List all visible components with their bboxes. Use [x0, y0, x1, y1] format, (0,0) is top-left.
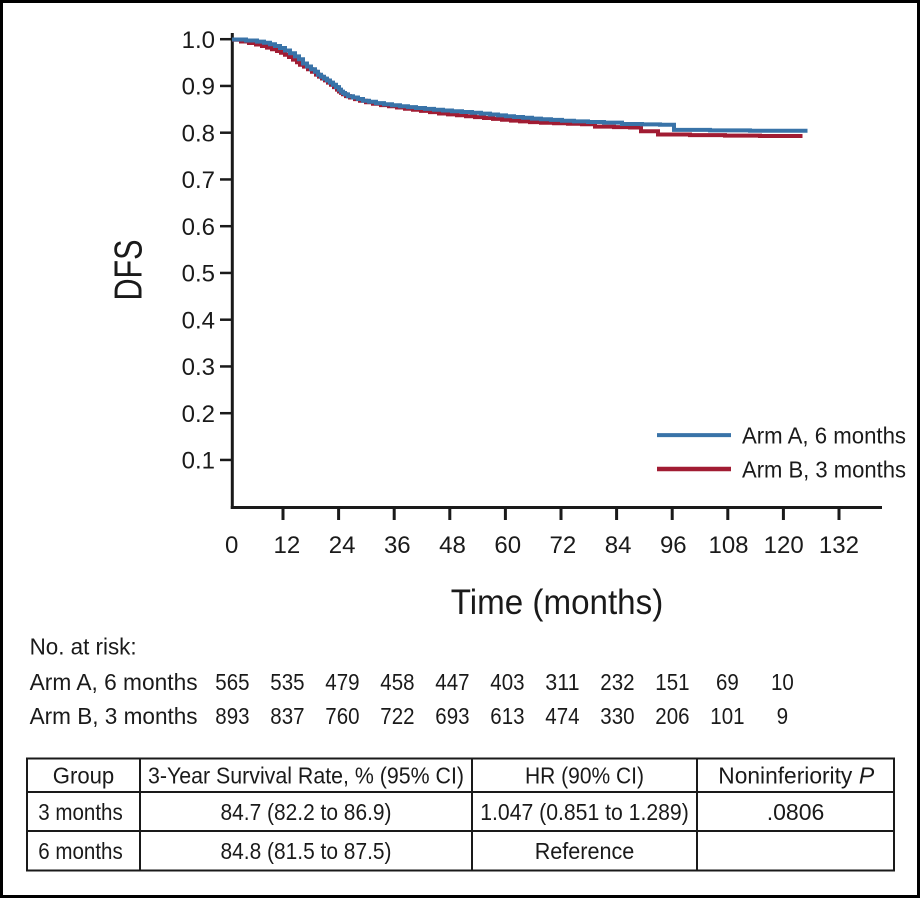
svg-text:96: 96	[660, 532, 687, 559]
svg-text:722: 722	[380, 703, 414, 729]
svg-text:132: 132	[819, 532, 859, 559]
svg-text:24: 24	[329, 532, 356, 559]
svg-text:84.8 (81.5 to 87.5): 84.8 (81.5 to 87.5)	[221, 838, 392, 864]
svg-text:120: 120	[764, 532, 804, 559]
svg-text:0.8: 0.8	[182, 120, 215, 147]
svg-text:60: 60	[494, 532, 521, 559]
svg-text:Reference: Reference	[535, 838, 635, 864]
svg-text:0.5: 0.5	[182, 261, 215, 288]
svg-text:72: 72	[550, 532, 577, 559]
svg-text:479: 479	[325, 669, 359, 695]
svg-text:Time (months): Time (months)	[451, 583, 664, 622]
svg-text:3 months: 3 months	[38, 799, 123, 825]
svg-text:565: 565	[215, 669, 249, 695]
svg-text:Arm A, 6 months: Arm A, 6 months	[30, 669, 198, 695]
svg-text:Arm A, 6 months: Arm A, 6 months	[742, 423, 906, 449]
svg-text:0.4: 0.4	[182, 307, 215, 334]
svg-text:0.3: 0.3	[182, 354, 215, 381]
svg-text:0.1: 0.1	[182, 448, 215, 475]
svg-text:232: 232	[600, 669, 634, 695]
svg-text:151: 151	[655, 669, 689, 695]
svg-text:535: 535	[270, 669, 304, 695]
svg-text:0.9: 0.9	[182, 74, 215, 101]
svg-text:1.047 (0.851 to 1.289): 1.047 (0.851 to 1.289)	[480, 799, 689, 825]
svg-text:Arm B, 3 months: Arm B, 3 months	[30, 703, 198, 729]
svg-text:108: 108	[708, 532, 748, 559]
svg-text:613: 613	[490, 703, 524, 729]
svg-text:0.2: 0.2	[182, 401, 215, 428]
svg-text:760: 760	[325, 703, 359, 729]
svg-text:0.7: 0.7	[182, 167, 215, 194]
svg-text:69: 69	[716, 669, 739, 695]
svg-text:458: 458	[380, 669, 414, 695]
svg-text:3-Year Survival Rate, % (95% C: 3-Year Survival Rate, % (95% CI)	[148, 763, 464, 789]
svg-text:330: 330	[600, 703, 634, 729]
svg-text:447: 447	[435, 669, 469, 695]
svg-text:893: 893	[215, 703, 249, 729]
svg-text:9: 9	[777, 703, 789, 729]
svg-text:36: 36	[384, 532, 411, 559]
svg-text:48: 48	[439, 532, 466, 559]
svg-text:10: 10	[771, 669, 794, 695]
svg-text:311: 311	[545, 669, 579, 695]
svg-text:84.7 (82.2 to 86.9): 84.7 (82.2 to 86.9)	[221, 799, 392, 825]
svg-text:12: 12	[274, 532, 301, 559]
svg-text:206: 206	[655, 703, 689, 729]
svg-text:HR (90% CI): HR (90% CI)	[525, 763, 644, 789]
svg-text:84: 84	[605, 532, 632, 559]
svg-text:403: 403	[490, 669, 524, 695]
svg-text:837: 837	[270, 703, 304, 729]
svg-text:0.6: 0.6	[182, 214, 215, 241]
svg-text:Noninferiority: Noninferiority	[718, 763, 852, 789]
svg-text:DFS: DFS	[108, 240, 151, 301]
svg-text:474: 474	[545, 703, 579, 729]
svg-text:.0806: .0806	[767, 799, 825, 825]
svg-text:P: P	[859, 763, 875, 789]
svg-text:6 months: 6 months	[38, 838, 123, 864]
svg-text:Group: Group	[53, 763, 115, 789]
svg-text:1.0: 1.0	[182, 27, 215, 54]
svg-text:Arm B, 3 months: Arm B, 3 months	[742, 457, 906, 483]
svg-text:No. at risk:: No. at risk:	[30, 634, 137, 660]
svg-text:693: 693	[435, 703, 469, 729]
svg-text:0: 0	[225, 532, 238, 559]
svg-text:101: 101	[710, 703, 744, 729]
